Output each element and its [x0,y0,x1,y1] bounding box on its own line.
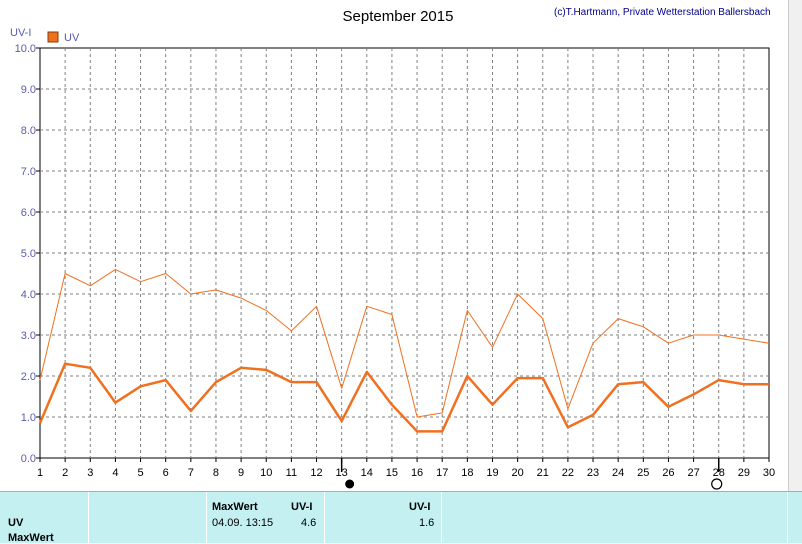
stats-divider [441,492,442,543]
y-tick-label: 6.0 [21,207,36,219]
y-tick-label: 10.0 [15,43,36,55]
x-tick-label: 26 [662,467,674,479]
y-tick-label: 9.0 [21,84,36,96]
stats-uvi-header: UV-I [291,501,312,513]
x-tick-label: 2 [62,467,68,479]
uv-chart: September 2015 (c)T.Hartmann, Private We… [0,0,788,491]
legend-swatch [48,32,58,42]
x-tick-label: 23 [587,467,599,479]
stats-divider [324,492,325,543]
legend-label: UV [64,32,80,44]
x-tick-label: 6 [163,467,169,479]
stats-divider [206,492,207,543]
x-tick-label: 19 [486,467,498,479]
y-axis-unit: UV-I [10,27,31,39]
chart-title: September 2015 [343,8,454,25]
y-tick-label: 8.0 [21,125,36,137]
y-tick-label: 7.0 [21,166,36,178]
stats-panel: UV MaxWert MaxWert UV-I 04.09. 13:15 4.6… [0,491,802,543]
x-tick-label: 16 [411,467,423,479]
y-tick-label: 0.0 [21,453,36,465]
y-tick-label: 2.0 [21,371,36,383]
stats-max-value: 4.6 [301,517,316,529]
stats-row-maxwert-label: MaxWert [8,532,54,544]
x-tick-label: 22 [562,467,574,479]
x-tick-label: 25 [637,467,649,479]
y-tick-label: 5.0 [21,248,36,260]
y-tick-label: 3.0 [21,330,36,342]
stats-avg-header: UV-I [409,501,430,513]
x-tick-label: 9 [238,467,244,479]
x-tick-label: 30 [763,467,775,479]
x-tick-label: 24 [612,467,624,479]
x-tick-label: 5 [137,467,143,479]
y-tick-label: 1.0 [21,412,36,424]
x-tick-label: 29 [738,467,750,479]
stats-divider [787,492,788,543]
x-tick-label: 7 [188,467,194,479]
stats-row-uv-label: UV [8,517,23,529]
copyright-text: (c)T.Hartmann, Private Wetterstation Bal… [554,7,771,18]
vertical-scrollbar[interactable] [788,0,802,491]
x-tick-label: 10 [260,467,272,479]
x-tick-label: 12 [310,467,322,479]
x-tick-label: 17 [436,467,448,479]
stats-avg-value: 1.6 [419,517,434,529]
x-tick-label: 18 [461,467,473,479]
x-tick-label: 14 [361,467,373,479]
x-tick-label: 4 [112,467,118,479]
new-moon-icon [345,480,354,489]
y-tick-label: 4.0 [21,289,36,301]
stats-divider [88,492,89,543]
x-tick-label: 1 [37,467,43,479]
x-tick-label: 8 [213,467,219,479]
full-moon-icon [712,479,722,489]
x-tick-label: 27 [687,467,699,479]
x-tick-label: 20 [511,467,523,479]
x-tick-label: 3 [87,467,93,479]
stats-max-date: 04.09. 13:15 [212,517,273,529]
x-tick-label: 15 [386,467,398,479]
stats-max-header: MaxWert [212,501,258,513]
x-tick-label: 11 [286,467,297,479]
x-tick-label: 21 [537,467,549,479]
